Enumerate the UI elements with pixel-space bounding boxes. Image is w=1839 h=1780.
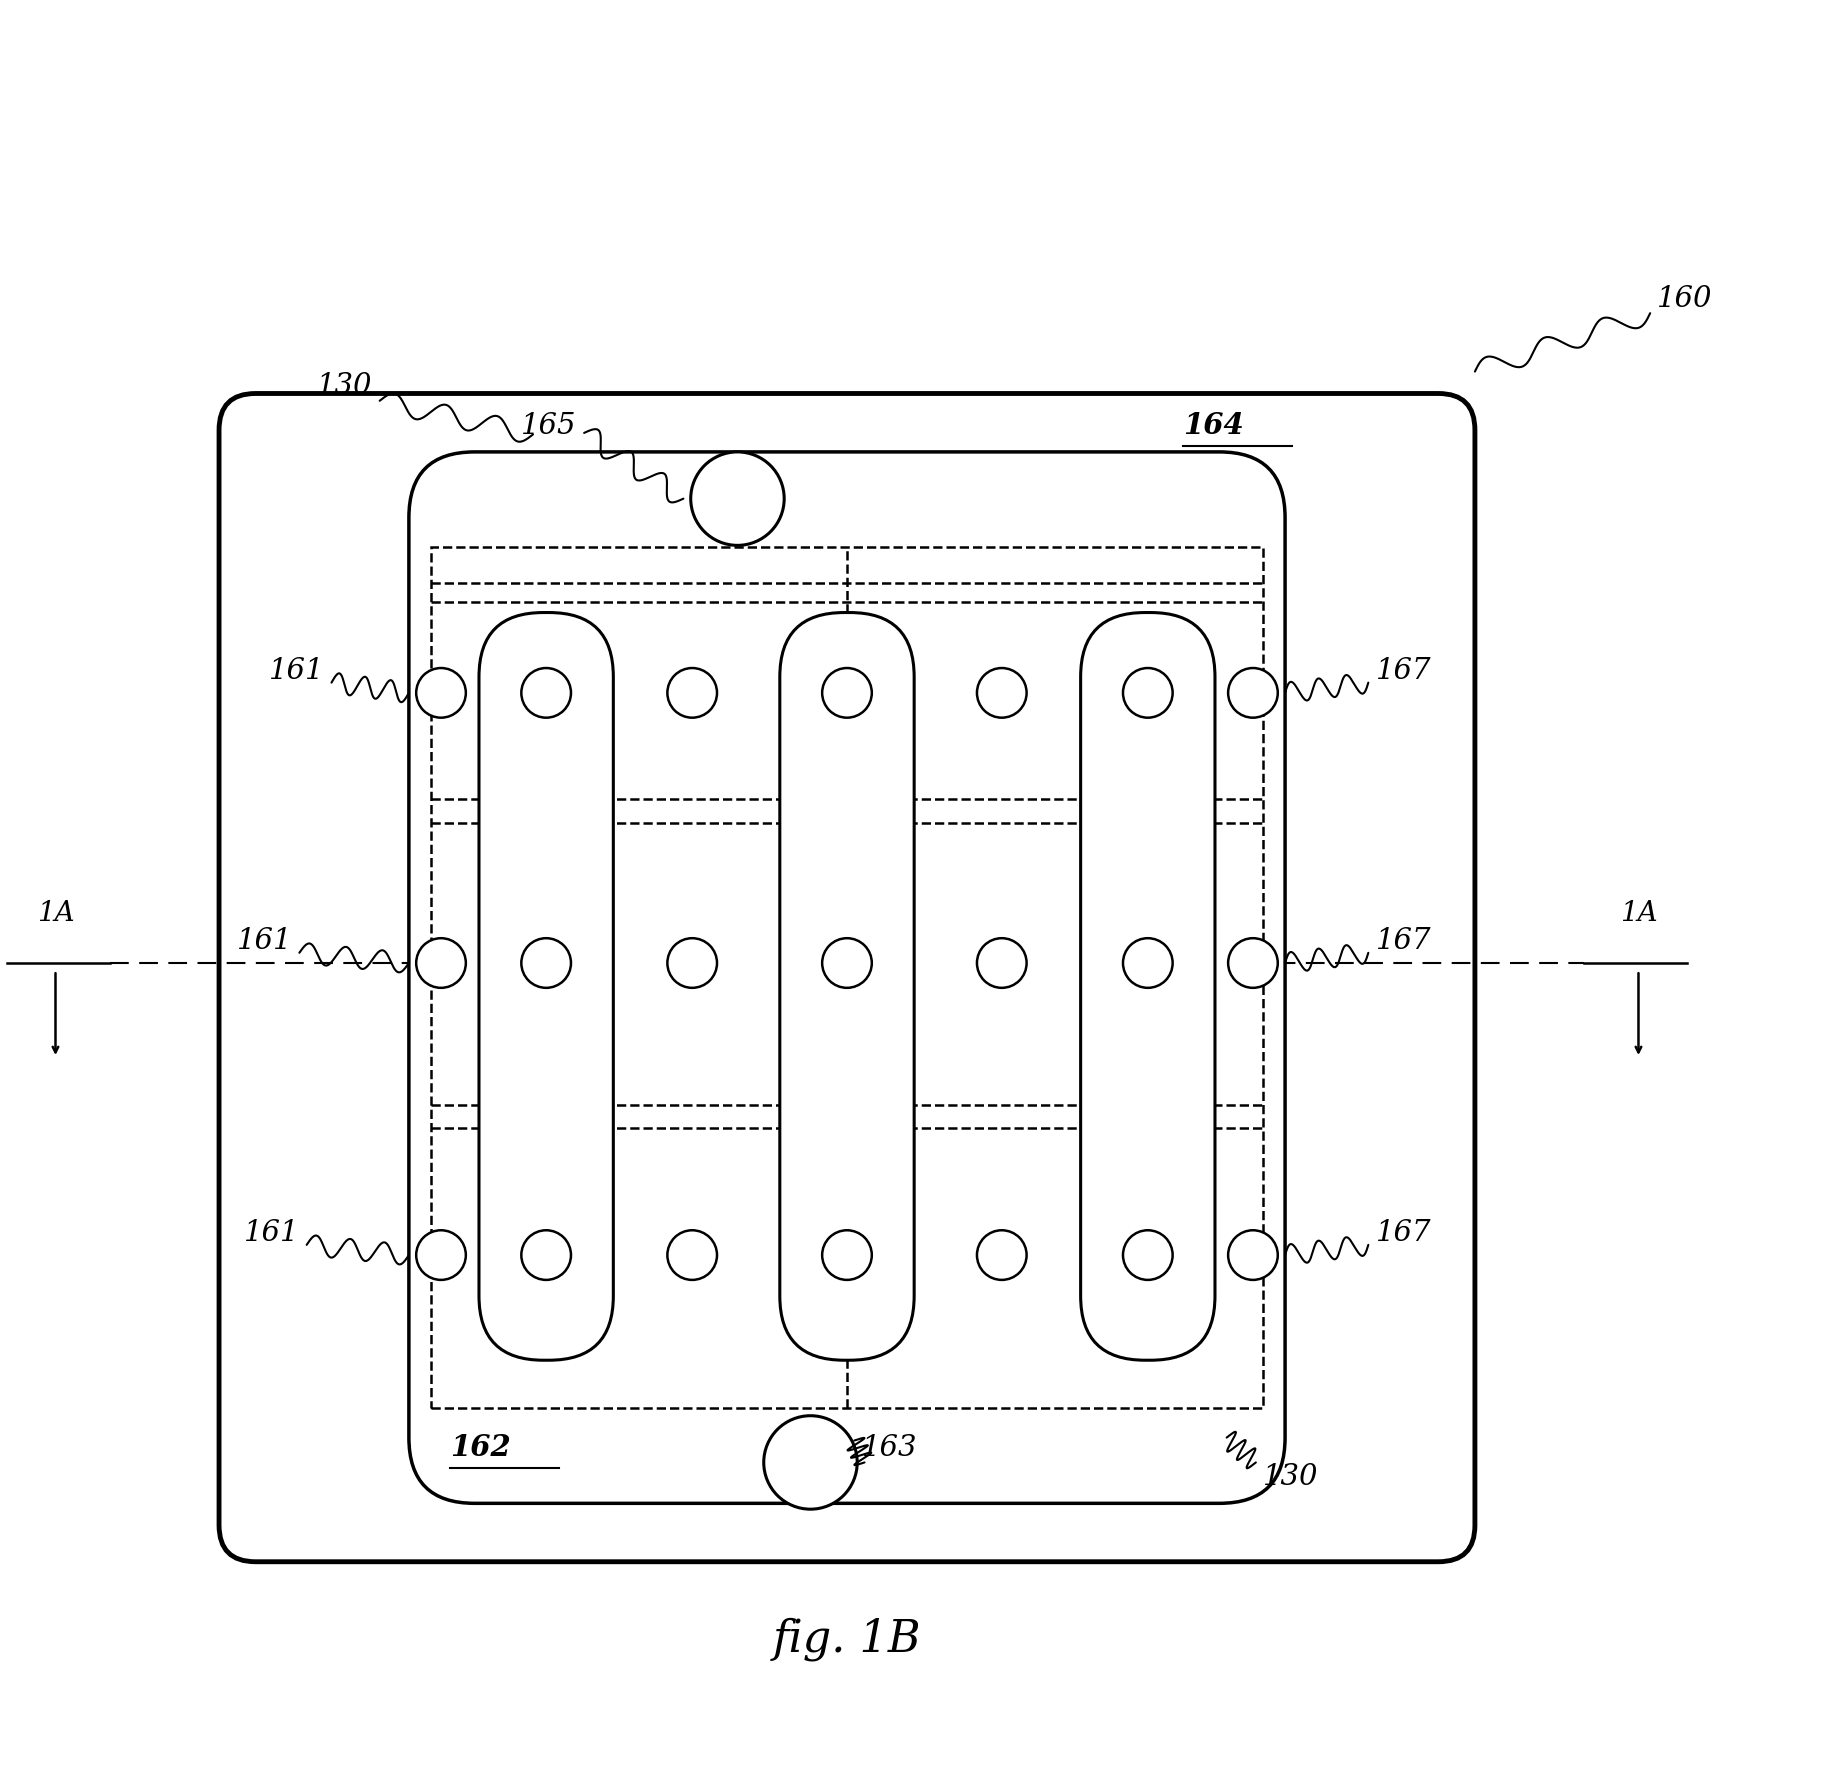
Circle shape [822,668,872,717]
Circle shape [1227,938,1276,988]
Text: 167: 167 [1376,1219,1431,1248]
Text: 1A: 1A [37,899,74,927]
Circle shape [520,1230,570,1280]
Text: 130: 130 [316,372,371,400]
FancyBboxPatch shape [219,393,1475,1561]
Circle shape [520,938,570,988]
FancyBboxPatch shape [478,612,612,1360]
Text: 161: 161 [237,927,292,956]
Text: 160: 160 [1657,285,1712,313]
Text: 167: 167 [1376,657,1431,685]
Circle shape [416,1230,465,1280]
Circle shape [1122,668,1171,717]
Circle shape [822,1230,872,1280]
Text: 162: 162 [449,1433,509,1463]
FancyBboxPatch shape [1079,612,1214,1360]
FancyBboxPatch shape [780,612,914,1360]
Text: 165: 165 [520,411,576,440]
Text: fig. 1B: fig. 1B [772,1618,921,1661]
Circle shape [1227,668,1276,717]
Circle shape [977,668,1026,717]
Circle shape [668,1230,717,1280]
Circle shape [1122,938,1171,988]
Circle shape [416,668,465,717]
Circle shape [1227,1230,1276,1280]
Text: 161: 161 [245,1219,300,1248]
Circle shape [668,938,717,988]
Circle shape [977,938,1026,988]
Text: 167: 167 [1376,927,1431,956]
Circle shape [416,938,465,988]
Circle shape [520,668,570,717]
Circle shape [822,938,872,988]
Text: 164: 164 [1182,411,1243,440]
Circle shape [690,452,783,545]
Circle shape [668,668,717,717]
Text: 161: 161 [268,657,324,685]
Text: 130: 130 [1263,1463,1319,1492]
Text: 1A: 1A [1618,899,1657,927]
Circle shape [977,1230,1026,1280]
FancyBboxPatch shape [408,452,1284,1504]
Circle shape [1122,1230,1171,1280]
Circle shape [763,1415,857,1509]
Text: 163: 163 [861,1435,916,1461]
